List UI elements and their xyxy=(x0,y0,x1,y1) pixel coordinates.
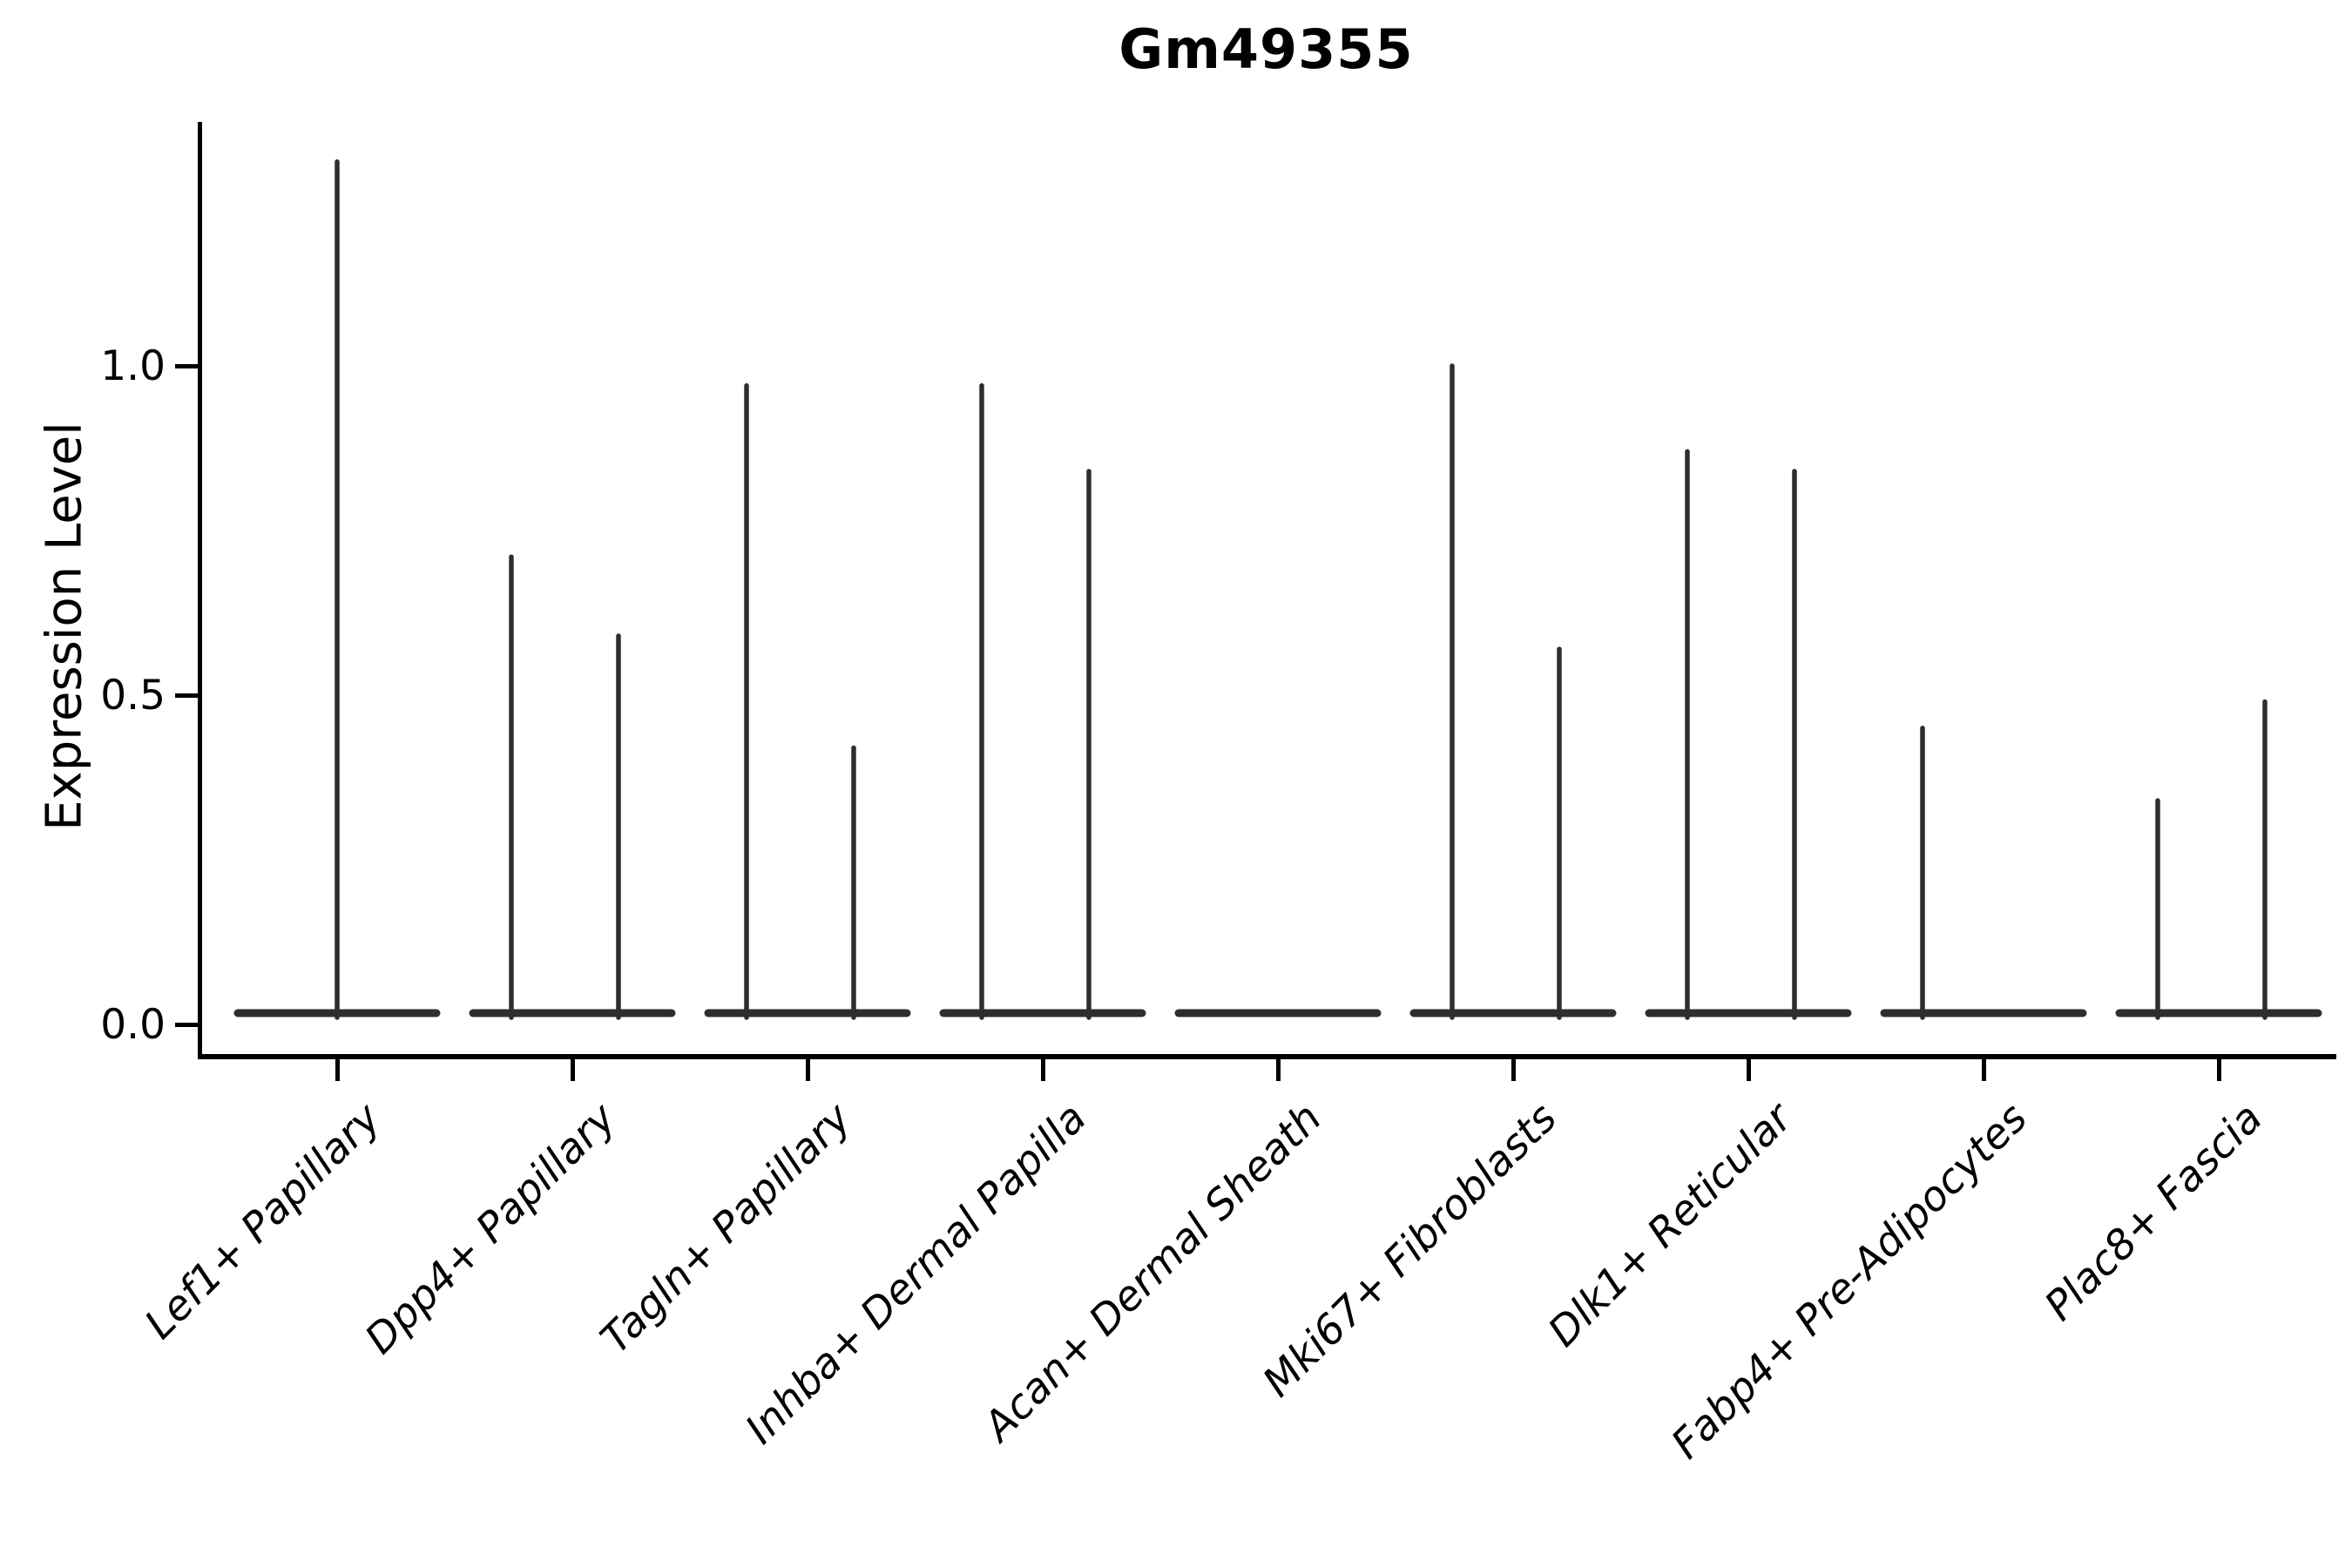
bottom-spine xyxy=(198,1054,2336,1059)
y-tick-label: 0.0 xyxy=(100,1000,166,1049)
y-tick-label: 1.0 xyxy=(100,341,166,390)
x-tick-mark xyxy=(570,1057,575,1081)
x-tick-mark xyxy=(1040,1057,1045,1081)
y-tick-mark xyxy=(175,363,198,368)
x-tick-mark xyxy=(1511,1057,1516,1081)
x-tick-mark xyxy=(805,1057,810,1081)
x-tick-mark xyxy=(335,1057,340,1081)
y-tick-label: 0.5 xyxy=(100,671,166,720)
y-tick-mark xyxy=(175,693,198,698)
plot-title: Gm49355 xyxy=(1119,17,1414,81)
left-spine xyxy=(198,122,202,1059)
x-tick-mark xyxy=(2216,1057,2221,1081)
y-tick-mark xyxy=(175,1022,198,1027)
x-tick-mark xyxy=(1746,1057,1751,1081)
x-tick-mark xyxy=(1981,1057,1986,1081)
x-tick-mark xyxy=(1275,1057,1281,1081)
